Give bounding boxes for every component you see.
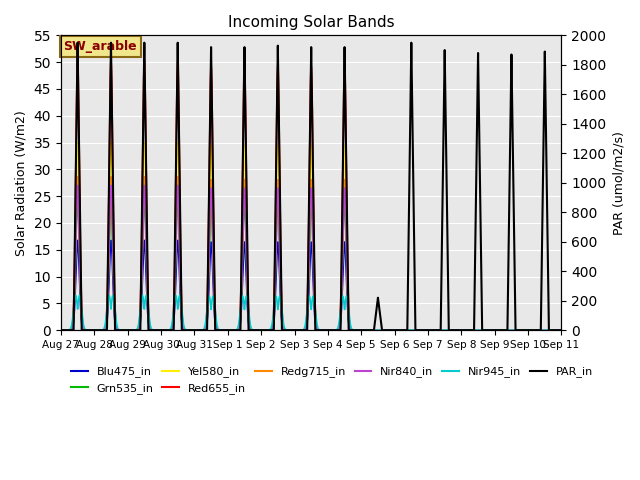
Text: SW_arable: SW_arable [63,40,137,53]
Y-axis label: Solar Radiation (W/m2): Solar Radiation (W/m2) [15,110,28,256]
Title: Incoming Solar Bands: Incoming Solar Bands [228,15,394,30]
Y-axis label: PAR (umol/m2/s): PAR (umol/m2/s) [612,131,625,235]
Legend: Blu475_in, Grn535_in, Yel580_in, Red655_in, Redg715_in, Nir840_in, Nir945_in, PA: Blu475_in, Grn535_in, Yel580_in, Red655_… [67,362,597,398]
